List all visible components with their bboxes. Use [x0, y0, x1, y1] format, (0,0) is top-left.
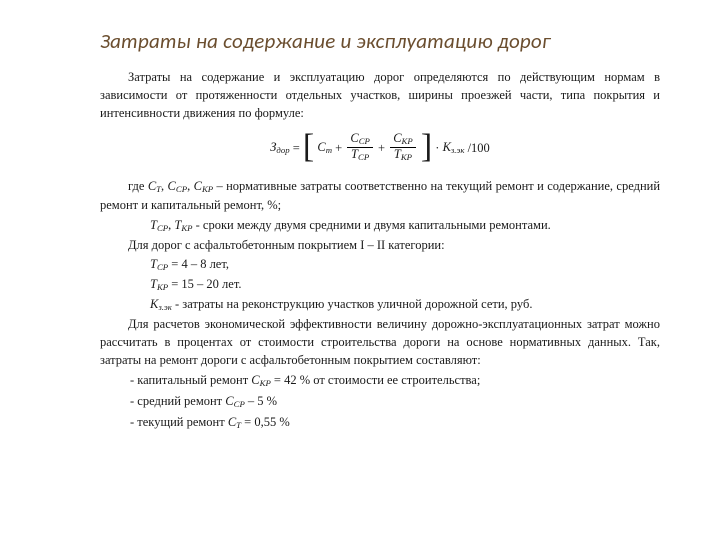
tail-div100: /100: [468, 139, 490, 157]
where-line-1: где СТ, ССР, СКР – нормативные затраты с…: [100, 177, 660, 214]
formula-lhs: Здор: [270, 138, 289, 157]
efficiency-paragraph: Для расчетов экономической эффективности…: [100, 315, 660, 369]
fraction-1: ССР ТСР: [347, 132, 373, 163]
tkr-value-line: ТКР = 15 – 20 лет.: [100, 275, 660, 294]
right-bracket: ]: [421, 132, 432, 162]
equals-sign: =: [293, 139, 300, 157]
sym-tkr: ТКР: [174, 218, 192, 232]
t-desc: - сроки между двумя средними и двумя кап…: [196, 218, 551, 232]
list-item-2: - средний ремонт ССР – 5 %: [100, 392, 660, 411]
sym-ct: СТ: [148, 179, 161, 193]
tsr-value-line: ТСР = 4 – 8 лет,: [100, 255, 660, 274]
where-word: где: [128, 179, 144, 193]
document-page: Затраты на содержание и эксплуатацию дор…: [0, 0, 720, 540]
left-bracket: [: [303, 132, 314, 162]
k-desc-line: Кз.эк - затраты на реконструкцию участко…: [100, 295, 660, 314]
page-title: Затраты на содержание и эксплуатацию дор…: [100, 28, 660, 54]
where-line-2: ТСР, ТКР - сроки между двумя средними и …: [100, 216, 660, 235]
sym-ckr: СКР: [194, 179, 214, 193]
list-item-3: - текущий ремонт СТ = 0,55 %: [100, 413, 660, 432]
sym-tsr: ТСР: [150, 218, 168, 232]
sym-csr: ССР: [168, 179, 188, 193]
fraction-2: СКР ТКР: [390, 132, 416, 163]
term-ct: Ст: [317, 138, 332, 157]
dot-operator: ·: [435, 139, 439, 157]
plus-1: +: [335, 139, 342, 157]
list-item-1: - капитальный ремонт СКР = 42 % от стоим…: [100, 371, 660, 390]
main-formula: Здор = [ Ст + ССР ТСР + СКР ТКР ] · Кз.э…: [100, 132, 660, 163]
asphalt-heading: Для дорог с асфальтобетонным покрытием I…: [100, 236, 660, 254]
intro-paragraph: Затраты на содержание и эксплуатацию дор…: [100, 68, 660, 122]
term-k: Кз.эк: [443, 138, 465, 157]
body-text: Затраты на содержание и эксплуатацию дор…: [100, 68, 660, 432]
plus-2: +: [378, 139, 385, 157]
